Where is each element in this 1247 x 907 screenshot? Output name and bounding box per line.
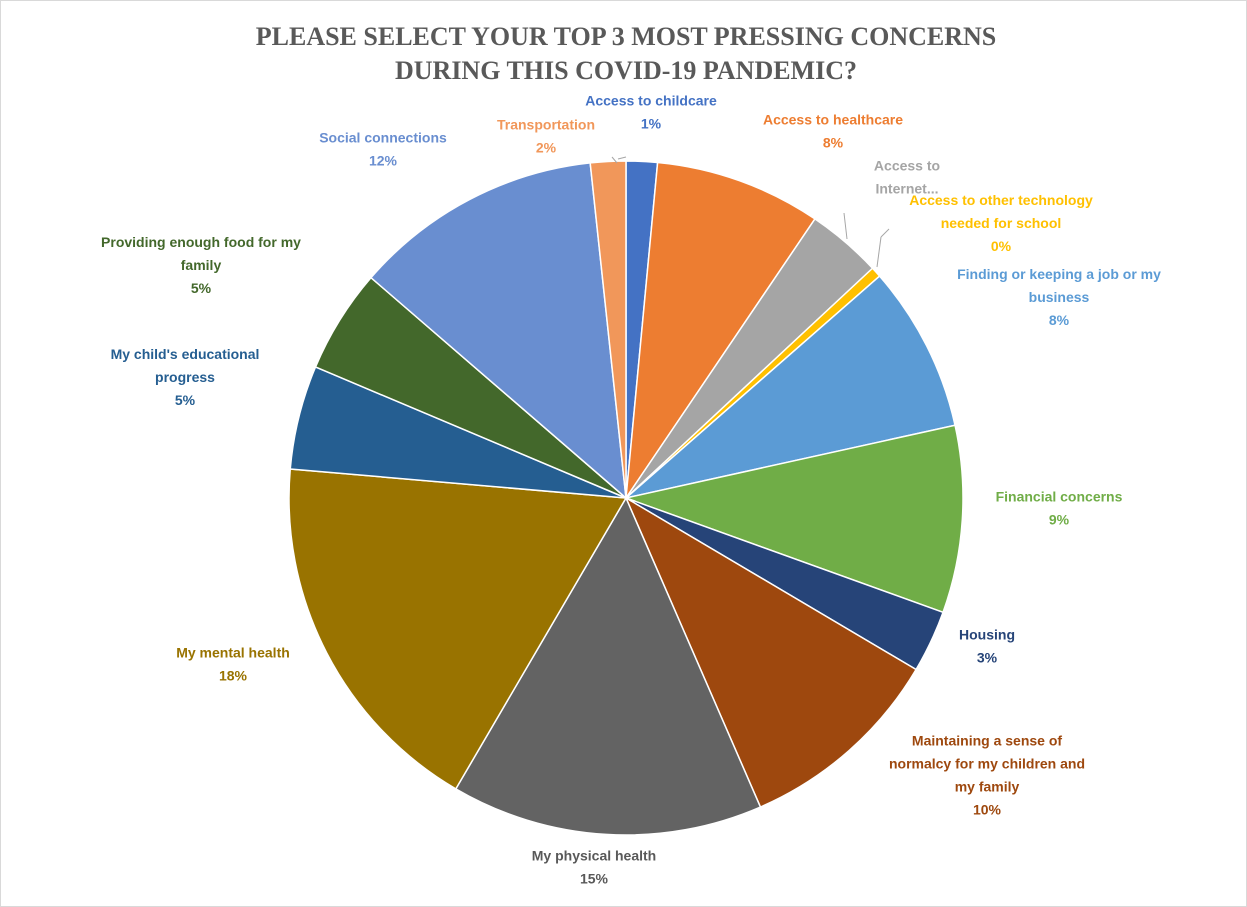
data-label-8: My physical health 15% [532, 848, 656, 887]
data-label-text: Access to other technology [909, 192, 1093, 208]
chart-title-line-2: DURING THIS COVID-19 PANDEMIC? [395, 56, 857, 85]
data-label-6: Housing 3% [959, 627, 1015, 666]
data-label-text: My child's educational [111, 346, 260, 362]
data-label-percent: 3% [977, 650, 998, 666]
chart-title-line-1: PLEASE SELECT YOUR TOP 3 MOST PRESSING C… [256, 22, 996, 51]
data-label-percent: 8% [823, 135, 844, 151]
data-label-text: Access to childcare [585, 93, 717, 109]
data-label-text: Maintaining a sense of [912, 733, 1062, 749]
data-label-12: Social connections 12% [319, 130, 447, 169]
data-label-percent: 15% [580, 871, 609, 887]
data-label-text: progress [155, 369, 215, 385]
data-label-percent: 5% [191, 280, 212, 296]
data-labels: Access to childcare 1% Access to healthcar… [101, 93, 1161, 887]
pie-slice-9 [288, 468, 628, 790]
pie-slice-8 [454, 496, 762, 836]
data-label-1: Access to healthcare 8% [763, 112, 903, 151]
data-label-text: My mental health [176, 645, 290, 661]
pie-slice-7 [624, 496, 918, 809]
data-label-text: Financial concerns [996, 489, 1123, 505]
pie-slice-12 [369, 162, 627, 500]
data-label-11: Providing enough food for my family 5% [101, 234, 301, 296]
data-label-percent: 9% [1049, 512, 1070, 528]
data-label-percent: 8% [1049, 312, 1070, 328]
data-label-text: my family [955, 779, 1020, 795]
data-label-text: Access to healthcare [763, 112, 903, 128]
data-label-percent: 12% [369, 153, 398, 169]
data-label-percent: 2% [536, 140, 557, 156]
leader-line-1 [843, 212, 848, 240]
data-label-2: Access to Internet... [874, 158, 940, 197]
data-label-3: Access to other technology needed for sch… [909, 192, 1093, 254]
data-label-percent: 18% [219, 668, 248, 684]
data-label-4: Finding or keeping a job or my business 8% [957, 266, 1161, 328]
data-label-text: family [181, 257, 222, 273]
data-label-text: business [1029, 289, 1090, 305]
data-label-text: Social connections [319, 130, 447, 146]
leader-line-4 [611, 156, 618, 164]
data-label-0: Access to childcare 1% [585, 93, 717, 132]
data-label-percent: 5% [175, 392, 196, 408]
leader-line-3 [876, 236, 882, 268]
data-label-text: My physical health [532, 848, 656, 864]
data-label-percent: 10% [973, 802, 1002, 818]
leader-line-0 [617, 156, 627, 160]
data-label-text: Finding or keeping a job or my [957, 266, 1161, 282]
leader-lines [611, 156, 890, 268]
pie-slices [288, 160, 964, 836]
data-label-text: normalcy for my children and [889, 756, 1085, 772]
data-label-7: Maintaining a sense of normalcy for my ch… [889, 733, 1085, 818]
data-label-text: needed for school [941, 215, 1062, 231]
data-label-5: Financial concerns 9% [996, 489, 1123, 528]
pie-slice-5 [623, 424, 964, 614]
data-label-text: Providing enough food for my [101, 234, 301, 250]
data-label-percent: 0% [991, 238, 1012, 254]
data-label-percent: 1% [641, 116, 662, 132]
data-label-13: Transportation 2% [497, 117, 595, 156]
data-label-10: My child's educational progress 5% [111, 346, 260, 408]
pie-slice-13 [589, 160, 627, 499]
pie-slice-4 [625, 275, 956, 499]
data-label-9: My mental health 18% [176, 645, 290, 684]
data-label-text: Transportation [497, 117, 595, 133]
data-label-text: Internet... [875, 181, 938, 197]
pie-slice-1 [625, 161, 816, 499]
data-label-text: Access to [874, 158, 940, 174]
data-label-text: Housing [959, 627, 1015, 643]
leader-line-2 [880, 228, 890, 238]
